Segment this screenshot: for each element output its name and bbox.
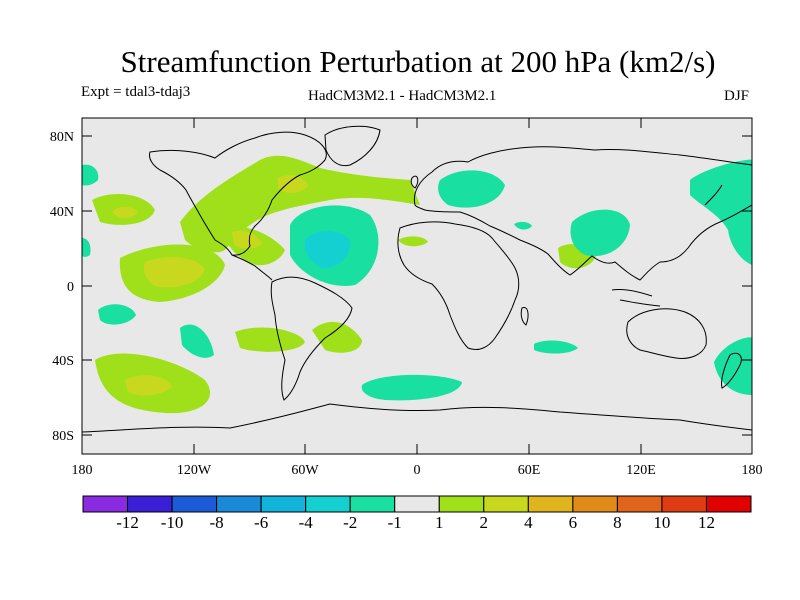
- colorbar-swatch: [616, 495, 663, 513]
- contour-region: [82, 164, 99, 186]
- colorbar-swatch: [127, 495, 173, 513]
- colorbar-label: -6: [254, 513, 268, 532]
- coastline-uk: [410, 175, 419, 189]
- colorbar-swatch: [527, 495, 574, 513]
- colorbar-swatch: [705, 495, 752, 513]
- colorbar-label: -10: [161, 513, 184, 532]
- contour-region: [398, 236, 428, 247]
- contour-region: [180, 324, 214, 358]
- lon-tick-label: 120E: [626, 463, 656, 478]
- coastline-new-zealand: [721, 352, 742, 389]
- contour-region: [534, 340, 578, 354]
- axis-ticks: [82, 118, 752, 454]
- coastline-madagascar: [520, 306, 529, 326]
- lon-tick-label: 0: [414, 463, 421, 478]
- coastline-greenland: [324, 125, 381, 167]
- colorbar-label: 2: [480, 513, 489, 532]
- lat-tick-label: 80S: [52, 429, 74, 444]
- lat-tick-label: 40S: [52, 354, 74, 369]
- contour-region: [232, 230, 262, 249]
- colorbar: [82, 495, 752, 513]
- contour-region: [125, 375, 172, 396]
- colorbar-label: -8: [210, 513, 224, 532]
- experiment-label: Expt = tdal3-tdaj3: [81, 84, 191, 100]
- coastline-indonesia: [611, 289, 661, 307]
- colorbar-label: 6: [569, 513, 578, 532]
- contour-region: [235, 327, 305, 352]
- lon-tick-label: 120W: [177, 463, 212, 478]
- colorbar-label: 10: [653, 513, 670, 532]
- colorbar-label: -2: [343, 513, 357, 532]
- colorbar-swatch: [305, 495, 351, 513]
- coastline-eurasia: [413, 146, 752, 281]
- coastline-central-america: [231, 254, 273, 281]
- colorbar-label: 1: [435, 513, 444, 532]
- contour-region: [304, 231, 351, 268]
- coastline-south-america: [270, 276, 353, 401]
- contour-region: [82, 238, 91, 257]
- colorbar-label: -12: [116, 513, 139, 532]
- colorbar-label: 4: [524, 513, 533, 532]
- model-label: HadCM3M2.1 - HadCM3M2.1: [308, 88, 497, 104]
- lon-tick-label: 60W: [291, 463, 319, 478]
- colorbar-swatch: [394, 495, 440, 513]
- colorbar-swatch: [82, 495, 129, 513]
- colorbar-label: 8: [613, 513, 622, 532]
- contour-region: [714, 337, 752, 395]
- contour-region: [438, 170, 505, 208]
- colorbar-swatch: [216, 495, 262, 513]
- colorbar-swatch: [661, 495, 707, 513]
- coastlines: [82, 125, 752, 433]
- colorbar-swatch: [260, 495, 307, 513]
- coastline-antarctica: [82, 403, 752, 433]
- coastline-australia: [626, 308, 707, 359]
- coastline-africa: [397, 221, 520, 351]
- contour-region: [514, 221, 532, 230]
- colorbar-labels: -12 -10 -8 -6 -4 -2 -1 1 2 4 6 8 10 12: [116, 513, 715, 532]
- colorbar-swatch: [171, 495, 218, 513]
- season-label: DJF: [724, 88, 750, 104]
- contour-region: [312, 321, 362, 353]
- lon-tick-label: 60E: [518, 463, 541, 478]
- contour-region: [98, 304, 136, 325]
- chart-title: Streamfunction Perturbation at 200 hPa (…: [120, 44, 716, 79]
- contour-fields: [82, 155, 752, 414]
- lon-tick-label: 180: [72, 463, 93, 478]
- colorbar-label: -4: [299, 513, 314, 532]
- colorbar-swatch: [483, 495, 529, 513]
- lat-tick-label: 0: [67, 280, 74, 295]
- lat-tick-label: 80N: [50, 130, 74, 145]
- colorbar-swatch: [349, 495, 396, 513]
- contour-region: [278, 175, 308, 194]
- contour-region: [143, 256, 205, 288]
- colorbar-swatch: [438, 495, 485, 513]
- lon-tick-label: 180: [742, 463, 763, 478]
- contour-region: [361, 374, 462, 401]
- coastline-north-america: [149, 131, 327, 256]
- contour-region: [690, 159, 752, 265]
- colorbar-label: 12: [698, 513, 715, 532]
- colorbar-label: -1: [388, 513, 402, 532]
- coastline-japan: [704, 184, 723, 206]
- contour-region: [570, 209, 630, 257]
- lat-tick-label: 40N: [50, 205, 74, 220]
- colorbar-swatch: [572, 495, 618, 513]
- contour-region: [112, 206, 138, 218]
